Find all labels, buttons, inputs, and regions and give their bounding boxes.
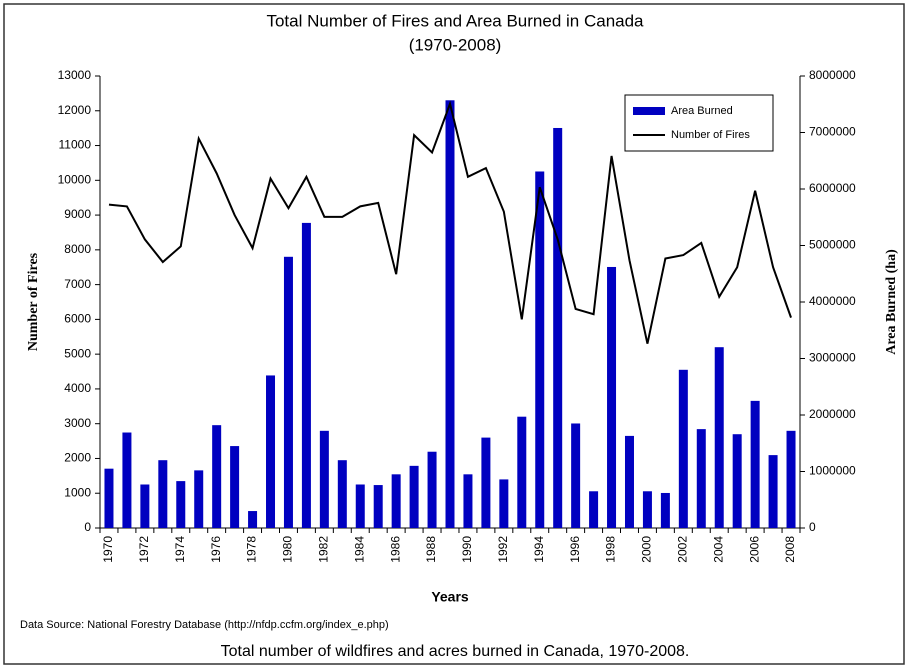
y-tick-label: 10000 <box>58 172 92 186</box>
y-tick-label: 11000 <box>59 138 92 152</box>
bar <box>301 222 311 528</box>
bar <box>212 425 222 528</box>
y2-tick-label: 5000000 <box>809 238 856 252</box>
bar <box>140 484 150 528</box>
y2-tick-label: 1000000 <box>809 464 856 478</box>
bar <box>319 430 329 528</box>
bar <box>642 491 652 528</box>
bar <box>750 400 760 528</box>
y2-tick-label: 6000000 <box>809 181 856 195</box>
chart-subtitle: (1970-2008) <box>409 35 502 54</box>
x-tick-label: 1982 <box>317 536 331 563</box>
bar <box>535 171 545 529</box>
bar <box>589 491 599 528</box>
x-tick-label: 2002 <box>676 536 690 563</box>
bar <box>624 435 634 528</box>
bar <box>248 511 258 528</box>
x-tick-label: 2000 <box>640 536 654 563</box>
source-note: Data Source: National Forestry Database … <box>20 619 389 631</box>
y-tick-label: 2000 <box>64 451 91 465</box>
bar <box>517 416 527 528</box>
y2-tick-label: 8000000 <box>809 68 856 82</box>
x-axis-label: Years <box>431 589 469 605</box>
y2-tick-label: 7000000 <box>809 125 856 139</box>
y-tick-label: 13000 <box>58 68 92 82</box>
x-tick-label: 1994 <box>532 536 546 563</box>
y-tick-label: 4000 <box>64 381 91 395</box>
caption: Total number of wildfires and acres burn… <box>221 643 690 660</box>
x-tick-label: 1992 <box>496 536 510 563</box>
bar <box>122 432 132 528</box>
y-tick-label: 8000 <box>64 242 91 256</box>
x-tick-label: 2004 <box>711 536 725 563</box>
bar <box>499 479 509 528</box>
bar <box>786 430 796 528</box>
y2-tick-label: 4000000 <box>809 294 856 308</box>
y-tick-label: 5000 <box>64 346 91 360</box>
bar <box>176 481 186 528</box>
bar <box>678 369 688 528</box>
y2-tick-label: 3000000 <box>809 351 856 365</box>
bar <box>158 460 168 528</box>
x-tick-label: 1984 <box>352 536 366 563</box>
y-tick-label: 1000 <box>64 485 91 499</box>
x-tick-label: 1974 <box>173 536 187 563</box>
x-tick-label: 1980 <box>281 536 295 563</box>
y-tick-label: 7000 <box>64 277 91 291</box>
x-tick-label: 1978 <box>245 536 259 563</box>
bar <box>391 474 401 528</box>
x-tick-label: 1988 <box>424 536 438 563</box>
bar <box>553 127 563 528</box>
y-tick-label: 12000 <box>58 103 92 117</box>
y-tick-label: 6000 <box>64 312 91 326</box>
bar <box>714 347 724 528</box>
y-tick-label: 0 <box>84 520 91 534</box>
x-tick-label: 1972 <box>137 536 151 563</box>
y-tick-label: 3000 <box>64 416 91 430</box>
bar <box>373 485 383 528</box>
legend-label: Area Burned <box>671 105 733 117</box>
x-tick-label: 1996 <box>568 536 582 563</box>
bar <box>768 455 778 528</box>
x-tick-label: 1976 <box>209 536 223 563</box>
y2-tick-label: 2000000 <box>809 407 856 421</box>
bar <box>445 100 455 529</box>
x-tick-label: 1998 <box>604 536 618 563</box>
bar <box>463 474 473 528</box>
bar <box>607 266 617 528</box>
x-tick-label: 1990 <box>460 536 474 563</box>
bar <box>660 492 670 528</box>
y-axis-label: Number of Fires <box>26 252 41 351</box>
chart-title: Total Number of Fires and Area Burned in… <box>266 11 644 30</box>
x-tick-label: 1986 <box>388 536 402 563</box>
bar <box>696 429 706 528</box>
frame <box>3 3 905 665</box>
y2-axis-label: Area Burned (ha) <box>884 249 899 355</box>
x-tick-label: 2008 <box>783 536 797 563</box>
bar <box>427 451 437 528</box>
legend-box <box>624 94 774 152</box>
bar <box>230 446 240 528</box>
bar <box>104 468 114 528</box>
x-tick-label: 2006 <box>747 536 761 563</box>
bar <box>283 256 293 528</box>
bar <box>266 375 276 528</box>
bar <box>355 484 365 528</box>
line <box>108 100 792 344</box>
bar <box>481 437 491 528</box>
bar <box>194 470 204 528</box>
bar <box>409 465 419 528</box>
bar <box>571 423 581 528</box>
bar <box>732 434 742 528</box>
legend-swatch <box>633 107 665 115</box>
y-tick-label: 9000 <box>64 207 91 221</box>
bar <box>337 460 347 528</box>
legend-label: Number of Fires <box>671 129 750 141</box>
x-tick-label: 1970 <box>101 536 115 563</box>
y2-tick-label: 0 <box>809 520 816 534</box>
